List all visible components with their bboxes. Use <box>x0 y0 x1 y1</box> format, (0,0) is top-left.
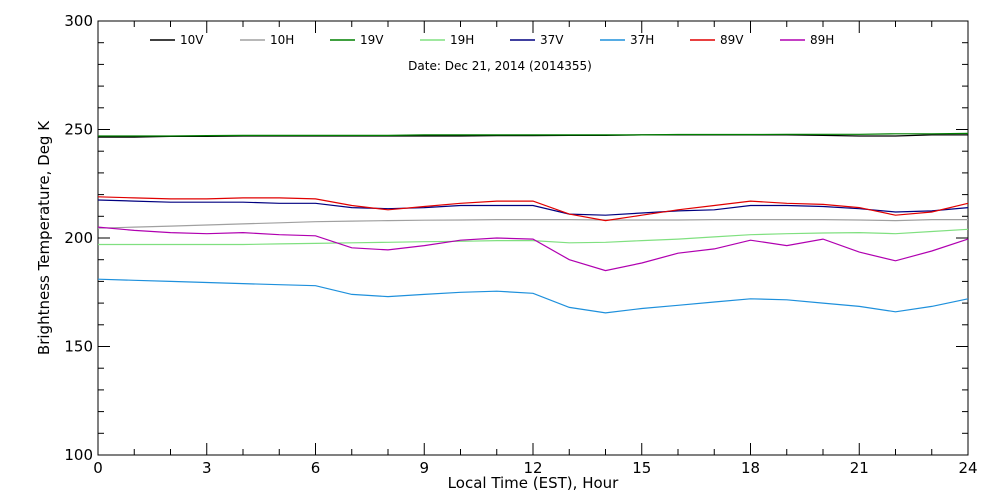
series-line-19h <box>98 228 969 246</box>
legend-label-10v: 10V <box>180 33 204 47</box>
series-line-37v <box>97 199 969 216</box>
x-tick-label: 15 <box>632 459 651 477</box>
x-tick-label: 6 <box>311 459 321 477</box>
axes-layer: 100 150 200 250 300 0 3 6 9 12 15 18 21 24 <box>64 12 977 477</box>
date-label: Date: Dec 21, 2014 (2014355) <box>408 59 592 73</box>
x-tick-label: 24 <box>958 459 977 477</box>
legend-label-19h: 19H <box>450 33 474 47</box>
x-tick-label: 21 <box>850 459 869 477</box>
series-line-89h <box>97 226 969 272</box>
legend-label-37h: 37H <box>630 33 654 47</box>
plot-layer <box>97 20 969 456</box>
legend-layer: 10V 10H 19V 19H 37V 37H 89V 89H <box>150 33 834 47</box>
x-tick-label: 3 <box>202 459 212 477</box>
y-tick-label: 200 <box>64 229 93 247</box>
series-line-19v <box>98 132 969 137</box>
y-tick-label: 100 <box>64 446 93 464</box>
legend-label-89v: 89V <box>720 33 744 47</box>
series-line-37h <box>97 278 969 314</box>
legend-label-89h: 89H <box>810 33 834 47</box>
x-tick-label: 0 <box>93 459 103 477</box>
x-axis-title: Local Time (EST), Hour <box>448 474 619 492</box>
legend-label-19v: 19V <box>360 33 384 47</box>
series-line-89v <box>97 196 969 222</box>
y-tick-label: 250 <box>64 121 93 139</box>
series-layer <box>97 132 969 314</box>
x-tick-label: 9 <box>419 459 429 477</box>
legend-label-10h: 10H <box>270 33 294 47</box>
legend-label-37v: 37V <box>540 33 564 47</box>
series-line-10h <box>97 219 968 229</box>
plot-frame <box>97 20 969 456</box>
y-tick-label: 300 <box>64 12 93 30</box>
x-tick-label: 18 <box>741 459 760 477</box>
x-tick-label: 12 <box>523 459 542 477</box>
y-axis-title: Brightness Temperature, Deg K <box>35 120 53 355</box>
y-tick-label: 150 <box>64 338 93 356</box>
